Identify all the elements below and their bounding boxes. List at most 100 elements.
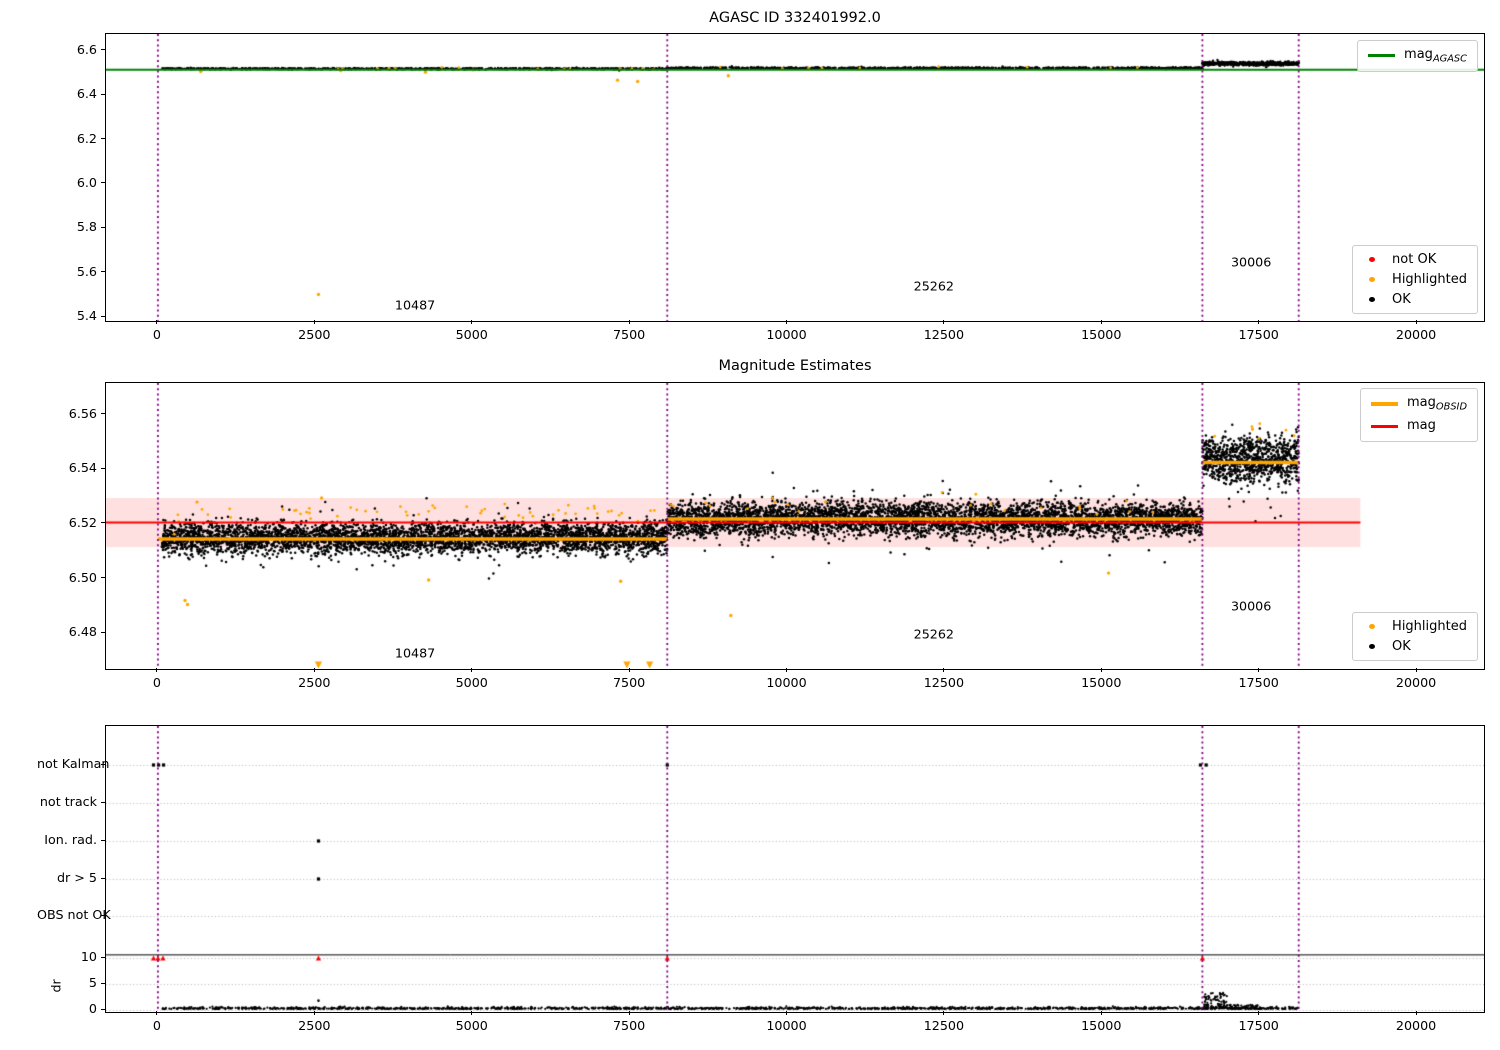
tick-mark	[101, 182, 105, 184]
mag-obsid-line-swatch	[1371, 401, 1399, 406]
tick-mark	[101, 631, 105, 633]
tick-mark	[101, 49, 105, 51]
tick-mark	[1258, 668, 1260, 672]
obsid-label: 10487	[394, 297, 436, 313]
x-tick-label: 20000	[1395, 675, 1437, 690]
tick-mark	[101, 577, 105, 579]
category-label: not Kalman	[37, 756, 110, 771]
x-tick-label: 15000	[1081, 1018, 1122, 1033]
obsid-label: 30006	[1230, 598, 1272, 614]
x-tick-label: 15000	[1081, 675, 1122, 690]
y-tick-label: 6.6	[76, 41, 97, 57]
y-tick-label: 6.54	[68, 460, 97, 476]
legend-label: magOBSID	[1407, 395, 1467, 413]
legend-item-ok: OK	[1363, 292, 1467, 307]
tick-mark	[471, 320, 473, 324]
legend-label: mag	[1407, 417, 1436, 433]
dr-tick-label: 0	[88, 1001, 97, 1016]
tick-mark	[101, 877, 105, 879]
tick-mark	[156, 1011, 158, 1015]
tick-mark	[313, 1011, 315, 1015]
tick-mark	[1100, 1011, 1102, 1015]
legend-label: OK	[1392, 639, 1411, 654]
mag-agasc-line-swatch	[1368, 54, 1396, 58]
tick-mark	[1258, 320, 1260, 324]
tick-mark	[101, 839, 105, 841]
tick-mark	[101, 763, 105, 765]
x-tick-label: 17500	[1238, 1018, 1279, 1033]
legend-label: OK	[1392, 292, 1411, 307]
y-tick-label: 5.6	[76, 263, 97, 279]
x-tick-label: 5000	[455, 675, 488, 690]
middle-plot: magOBSID mag Highlighted OK	[105, 382, 1485, 670]
tick-mark	[101, 138, 105, 140]
category-label: not track	[39, 794, 97, 809]
x-tick-label: 12500	[923, 675, 965, 690]
x-tick-label: 0	[152, 327, 161, 342]
tick-mark	[786, 320, 787, 324]
top-plot-canvas	[106, 34, 1484, 321]
tick-mark	[943, 320, 945, 324]
legend-item-highlighted: Highlighted	[1363, 272, 1467, 287]
ok-dot-icon	[1369, 297, 1376, 302]
y-tick-label: 6.48	[68, 624, 97, 640]
tick-mark	[101, 315, 105, 317]
x-tick-label: 7500	[612, 327, 646, 342]
legend-item-mag-agasc: magAGASC	[1368, 47, 1467, 65]
x-tick-label: 0	[152, 675, 161, 690]
obsid-label: 25262	[913, 626, 954, 642]
tick-mark	[1415, 320, 1417, 324]
legend-label: Highlighted	[1392, 272, 1467, 287]
bottom-plot	[105, 725, 1485, 1013]
tick-mark	[1415, 1011, 1417, 1015]
x-tick-label: 2500	[298, 327, 331, 342]
x-tick-label: 12500	[923, 1018, 965, 1033]
highlighted-dot-icon	[1369, 624, 1376, 629]
x-tick-label: 2500	[298, 1018, 331, 1033]
tick-mark	[628, 1011, 630, 1015]
tick-mark	[786, 668, 787, 672]
x-tick-label: 10000	[766, 675, 807, 690]
legend-item-not-ok: not OK	[1363, 252, 1467, 267]
tick-mark	[101, 982, 105, 984]
tick-mark	[156, 320, 158, 324]
x-tick-label: 2500	[298, 675, 331, 690]
dr-tick-label: 5	[88, 975, 97, 990]
legend-item-highlighted: Highlighted	[1363, 619, 1467, 634]
x-tick-label: 0	[152, 1018, 161, 1033]
obsid-label: 30006	[1230, 254, 1272, 270]
legend-label: Highlighted	[1392, 619, 1467, 634]
y-tick-label: 6.50	[68, 569, 97, 585]
legend-status-top: not OK Highlighted OK	[1352, 245, 1478, 314]
legend-mag-agasc: magAGASC	[1357, 40, 1478, 72]
x-tick-label: 17500	[1238, 327, 1279, 342]
category-label: OBS not OK	[37, 907, 111, 922]
tick-mark	[156, 668, 158, 672]
x-tick-label: 12500	[923, 327, 965, 342]
mag-line-swatch	[1371, 424, 1399, 428]
tick-mark	[471, 1011, 473, 1015]
tick-mark	[471, 668, 473, 672]
obsid-label: 25262	[913, 278, 954, 294]
middle-plot-title: Magnitude Estimates	[718, 358, 872, 374]
legend-status-middle: Highlighted OK	[1352, 612, 1478, 661]
tick-mark	[101, 801, 105, 803]
tick-mark	[101, 413, 105, 415]
tick-mark	[101, 522, 105, 524]
x-tick-label: 20000	[1395, 327, 1437, 342]
x-tick-label: 17500	[1238, 675, 1279, 690]
x-tick-label: 7500	[612, 1018, 646, 1033]
legend-label: not OK	[1392, 252, 1437, 267]
highlighted-dot-icon	[1369, 277, 1376, 282]
x-tick-label: 15000	[1081, 327, 1122, 342]
y-tick-label: 6.4	[76, 86, 97, 102]
tick-mark	[101, 271, 105, 273]
tick-mark	[101, 467, 105, 469]
tick-mark	[1415, 668, 1417, 672]
tick-mark	[313, 320, 315, 324]
tick-mark	[943, 668, 945, 672]
obsid-label: 10487	[394, 645, 436, 661]
legend-item-mag: mag	[1371, 418, 1467, 436]
y-tick-label: 6.2	[76, 130, 97, 146]
